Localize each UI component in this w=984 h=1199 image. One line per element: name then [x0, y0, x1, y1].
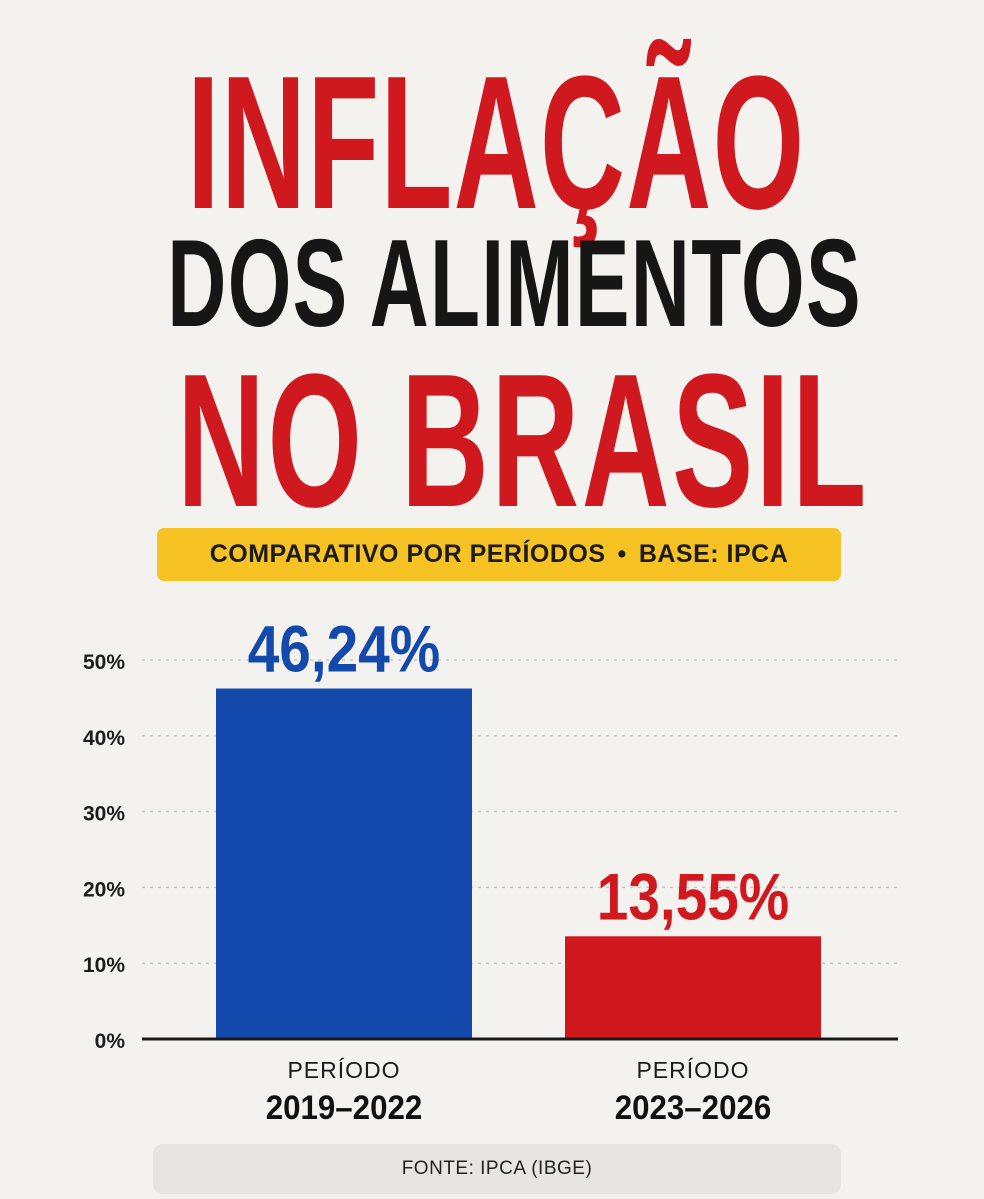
subtitle-left: COMPARATIVO POR PERÍODOS: [209, 540, 606, 568]
headline-line-1: INFLAÇÃO: [186, 37, 806, 249]
x-tick-label-top: PERÍODO: [287, 1057, 400, 1083]
bar-chart: 0% 10% 20% 30% 40% 50% 46,24% PERÍODO 2019–2022 1…: [83, 613, 898, 1127]
x-tick-label-top: PERÍODO: [636, 1057, 749, 1083]
subtitle-right: BASE: IPCA: [638, 540, 789, 568]
y-tick-label: 40%: [83, 727, 125, 750]
y-tick-label: 10%: [83, 954, 125, 977]
x-tick-label-bottom: 2023–2026: [615, 1088, 772, 1127]
headline-line-3: NO BRASIL: [177, 335, 869, 547]
data-label: 46,24%: [248, 613, 440, 687]
y-tick-label: 0%: [95, 1030, 126, 1053]
bar: [565, 936, 821, 1039]
subtitle-separator: •: [617, 540, 627, 568]
y-tick-label: 50%: [83, 651, 125, 674]
bar: [216, 688, 472, 1039]
subtitle-banner: COMPARATIVO POR PERÍODOS • BASE: IPCA: [157, 528, 841, 581]
y-tick-label: 20%: [83, 878, 125, 901]
headline-line-2: DOS ALIMENTOS: [167, 215, 862, 353]
source-note: FONTE: IPCA (IBGE): [153, 1144, 841, 1194]
x-tick-label-bottom: 2019–2022: [266, 1088, 423, 1127]
data-label: 13,55%: [597, 860, 789, 934]
y-tick-label: 30%: [83, 803, 125, 826]
